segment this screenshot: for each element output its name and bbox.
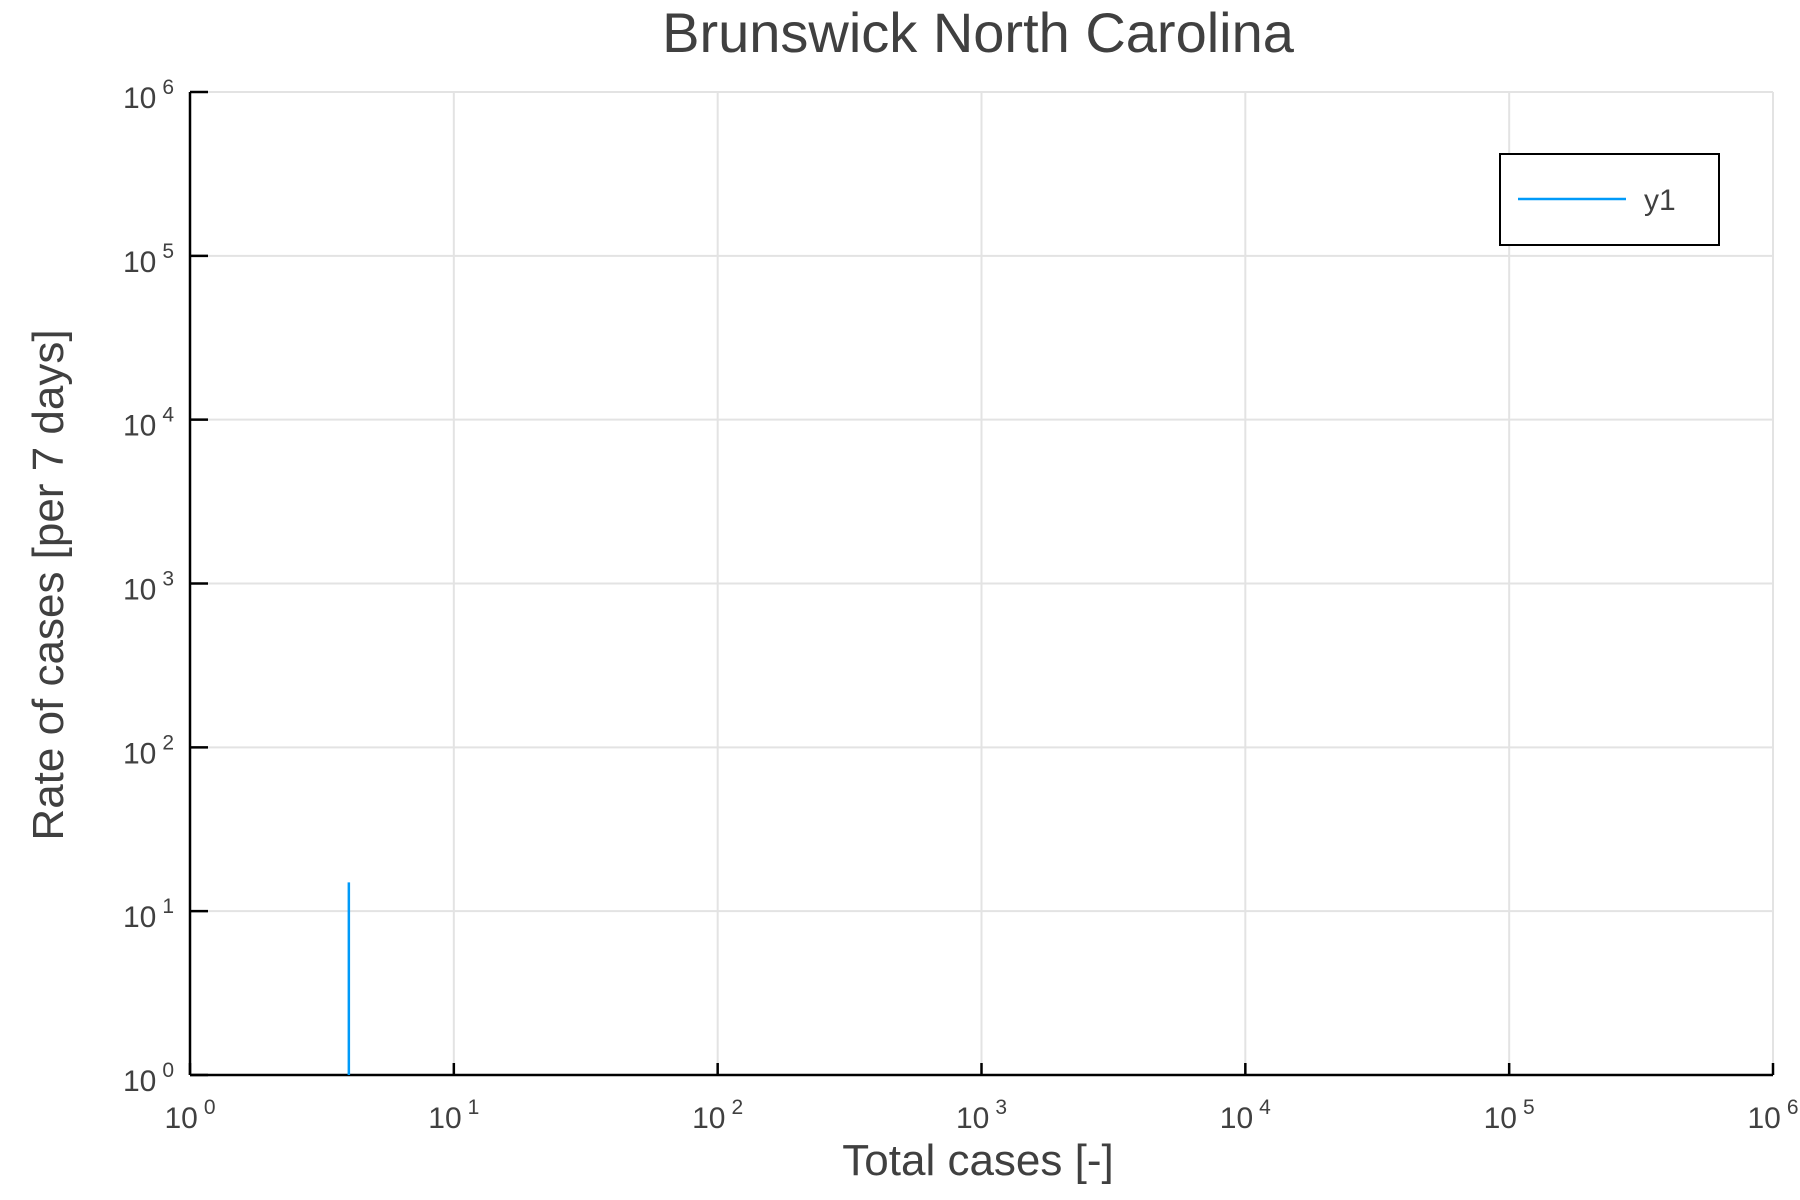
legend-label-y1: y1 xyxy=(1644,184,1676,217)
x-tick-labels: 10 0 10 1 10 2 10 3 10 4 10 5 10 6 xyxy=(164,1096,1798,1135)
y-tick-label: 10 4 xyxy=(123,404,174,443)
y-tick-label: 10 1 xyxy=(123,895,174,934)
x-axis-label: Total cases [-] xyxy=(842,1136,1113,1185)
y-tick-label: 10 5 xyxy=(123,240,174,279)
chart-title: Brunswick North Carolina xyxy=(662,1,1295,64)
x-tick-label: 10 4 xyxy=(1220,1096,1271,1135)
x-tick-label: 10 3 xyxy=(956,1096,1007,1135)
y-tick-label: 10 3 xyxy=(123,568,174,607)
x-tick-label: 10 1 xyxy=(428,1096,479,1135)
y-tick-label: 10 0 xyxy=(123,1059,174,1098)
axes xyxy=(188,90,1775,1077)
y-tick-label: 10 2 xyxy=(123,731,174,770)
y-axis-label: Rate of cases [per 7 days] xyxy=(24,329,73,840)
grid xyxy=(190,91,1774,1075)
x-tick-label: 10 6 xyxy=(1747,1096,1798,1135)
x-tick-label: 10 0 xyxy=(164,1096,215,1135)
x-tick-label: 10 2 xyxy=(692,1096,743,1135)
x-tick-label: 10 5 xyxy=(1484,1096,1535,1135)
legend: y1 xyxy=(1499,153,1720,246)
y-tick-label: 10 6 xyxy=(123,76,174,115)
